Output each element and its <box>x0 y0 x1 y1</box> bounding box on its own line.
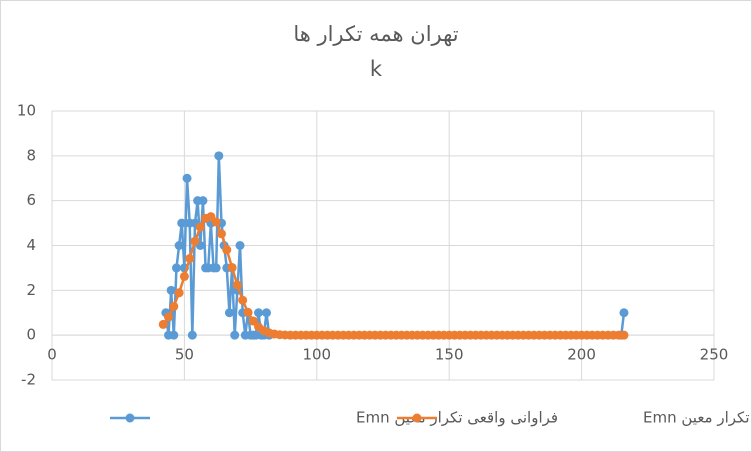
data-point <box>198 196 208 206</box>
data-point <box>254 308 264 318</box>
data-point <box>179 271 189 281</box>
x-tick-label: 100 <box>302 346 331 364</box>
data-point <box>230 330 240 340</box>
data-point <box>238 295 248 305</box>
data-point <box>169 301 179 311</box>
x-tick-label: 250 <box>700 346 729 364</box>
data-point <box>216 229 226 239</box>
y-tick-label: 4 <box>26 236 36 254</box>
y-tick-label: 6 <box>26 191 36 209</box>
y-tick-label: 8 <box>26 146 36 164</box>
data-point <box>187 330 197 340</box>
x-tick-label: 200 <box>567 346 596 364</box>
data-point <box>222 245 232 255</box>
chart-title: تهران همه تکرار ها <box>293 22 458 46</box>
chart-subtitle: k <box>370 57 383 81</box>
data-point <box>619 308 629 318</box>
data-point <box>182 173 192 183</box>
data-point <box>164 312 174 322</box>
data-point <box>619 330 629 340</box>
data-point <box>224 308 234 318</box>
data-point <box>174 288 184 298</box>
data-point <box>243 307 253 317</box>
legend-label: راوانی تئوریک تکرار معین Emn <box>643 409 752 427</box>
data-point <box>232 280 242 290</box>
data-point <box>185 254 195 264</box>
data-point <box>171 263 181 273</box>
x-tick-label: 0 <box>47 346 57 364</box>
data-point <box>248 316 258 326</box>
y-tick-label: 2 <box>26 281 36 299</box>
data-point <box>211 263 221 273</box>
data-point <box>169 330 179 340</box>
x-tick-label: 50 <box>175 346 194 364</box>
data-point <box>190 236 200 246</box>
y-tick-label: 0 <box>26 326 36 344</box>
y-tick-label: -2 <box>21 371 36 389</box>
data-point <box>166 285 176 295</box>
data-point <box>235 241 245 250</box>
data-point <box>177 218 187 228</box>
data-point <box>158 319 168 329</box>
data-point <box>214 151 224 161</box>
legend-marker <box>125 413 135 423</box>
legend-marker <box>412 413 422 423</box>
data-point <box>211 217 221 227</box>
data-point <box>261 308 271 318</box>
data-point <box>174 241 184 250</box>
legend-label: فراوانی واقعی تکرار معین Emn <box>356 409 558 427</box>
data-point <box>195 222 205 232</box>
data-point <box>227 262 237 272</box>
x-tick-label: 150 <box>435 346 464 364</box>
y-tick-label: 10 <box>17 102 36 120</box>
